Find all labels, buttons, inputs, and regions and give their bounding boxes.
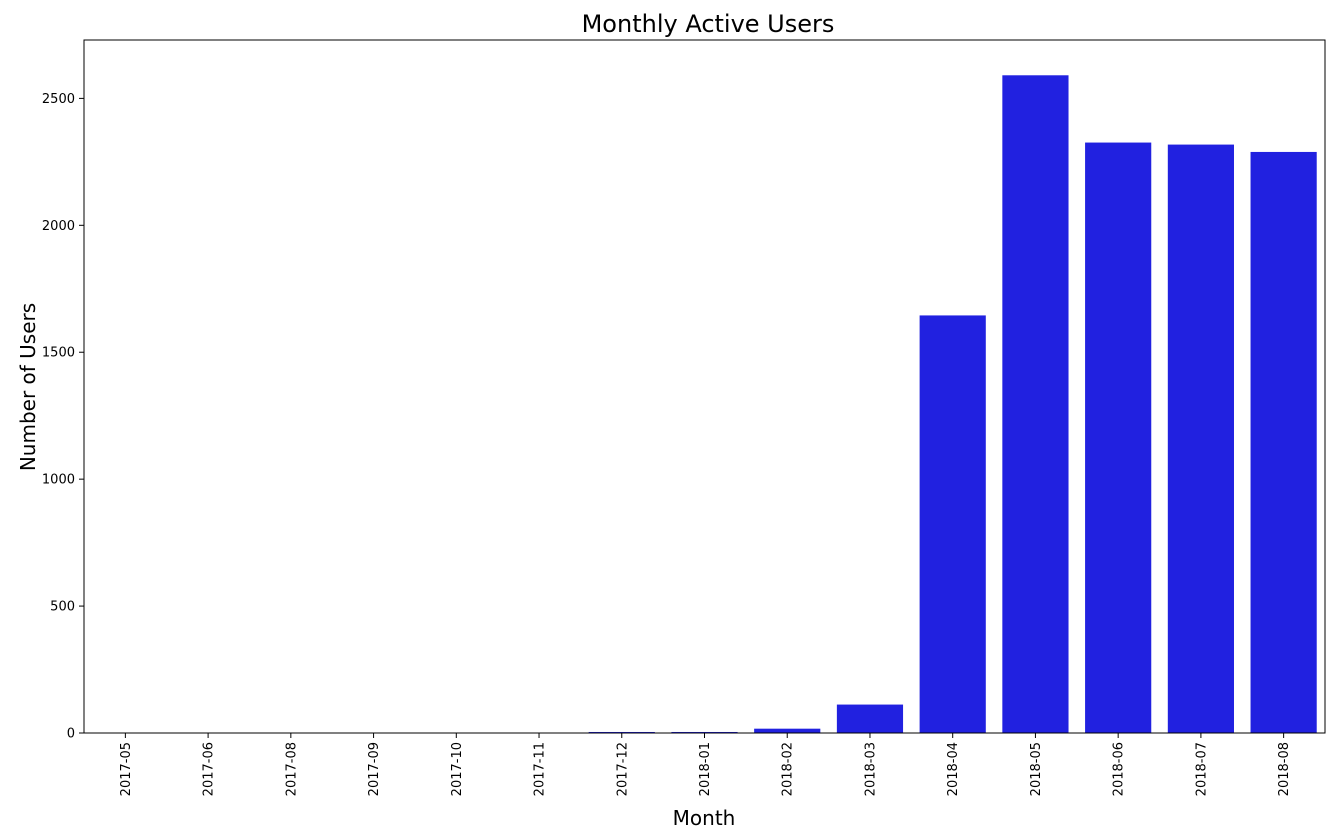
bars (92, 75, 1317, 734)
y-tick-label: 2000 (42, 219, 75, 234)
x-tick-label: 2017-09 (367, 742, 382, 796)
x-tick-label: 2018-07 (1194, 742, 1209, 796)
x-tick-label: 2018-06 (1112, 742, 1127, 796)
bar-2018-01 (671, 731, 738, 733)
x-tick-label: 2017-05 (119, 742, 134, 796)
y-tick-label: 1000 (42, 473, 75, 488)
bar-2018-04 (919, 315, 986, 733)
x-tick-label: 2018-03 (863, 742, 878, 796)
bar-2018-08 (1250, 151, 1317, 733)
bar-2018-07 (1167, 144, 1234, 734)
plot-frame (83, 39, 1326, 734)
x-tick-label: 2017-12 (615, 742, 630, 796)
x-tick-label: 2018-08 (1277, 742, 1292, 796)
y-tick-label: 2500 (42, 92, 75, 107)
x-tick-label: 2018-04 (946, 742, 961, 796)
x-axis: 2017-05 2017-06 2017-08 2017-09 2017-10 2017-… (119, 733, 1292, 796)
y-tick-label: 500 (50, 600, 75, 615)
y-tick-label: 0 (67, 727, 75, 742)
x-axis-title: Month (673, 806, 736, 830)
chart-title: Monthly Active Users (582, 10, 835, 38)
y-axis: 0 500 1000 1500 2000 2500 (42, 92, 84, 742)
y-tick-label: 1500 (42, 346, 75, 361)
bar-2018-06 (1085, 142, 1152, 734)
bar-2018-02 (754, 728, 821, 733)
bar-2017-12 (588, 731, 655, 733)
x-tick-label: 2018-02 (781, 742, 796, 796)
x-tick-label: 2017-08 (284, 742, 299, 796)
bar-2018-03 (836, 704, 904, 733)
x-tick-label: 2018-01 (698, 742, 713, 796)
x-tick-label: 2017-06 (202, 742, 217, 796)
x-tick-label: 2017-10 (450, 742, 465, 796)
x-tick-label: 2017-11 (533, 742, 548, 796)
y-axis-title: Number of Users (16, 303, 40, 471)
bar-2018-05 (1002, 75, 1069, 734)
x-tick-label: 2018-05 (1029, 742, 1044, 796)
